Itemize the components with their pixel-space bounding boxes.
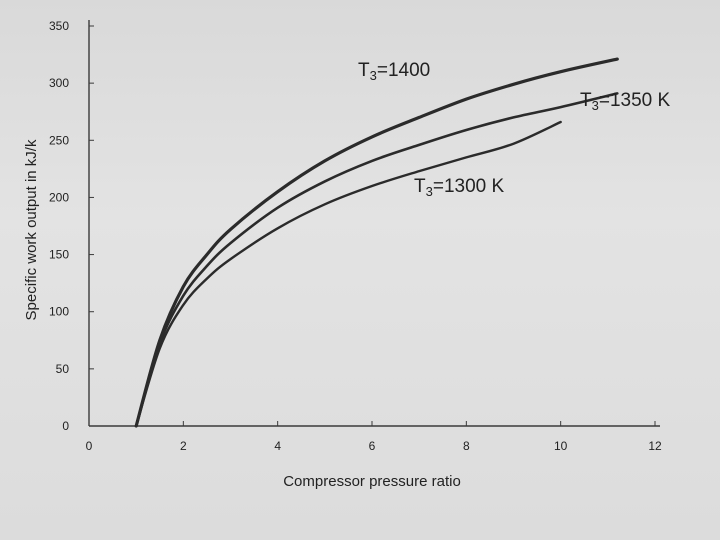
y-tick-label: 100	[49, 305, 69, 319]
x-tick-label: 0	[86, 439, 93, 453]
x-axis-title: Compressor pressure ratio	[283, 473, 461, 490]
series-label-3: T3=1300 K	[414, 176, 504, 199]
x-tick-label: 6	[369, 439, 376, 453]
x-axis-ticks: 0 2 4 6 8 10 12	[86, 421, 662, 453]
x-tick-label: 2	[180, 439, 187, 453]
y-axis-title: Specific work output in kJ/k	[23, 139, 40, 320]
x-tick-label: 4	[274, 439, 281, 453]
y-tick-label: 0	[62, 419, 69, 433]
series-curves	[134, 57, 619, 428]
series-label-2: T3=1350 K	[580, 90, 670, 113]
series-label-1: T3=1400	[358, 60, 430, 83]
y-tick-label: 150	[49, 248, 69, 262]
axes	[88, 20, 660, 427]
series-line-2	[134, 92, 619, 428]
y-tick-label: 300	[49, 76, 69, 90]
y-tick-label: 250	[49, 133, 69, 147]
x-tick-label: 8	[463, 439, 470, 453]
series-line-1	[134, 57, 619, 428]
series-labels: T3=1400 T3=1350 K T3=1300 K	[358, 60, 670, 199]
y-tick-label: 350	[49, 19, 69, 33]
x-tick-label: 10	[554, 439, 568, 453]
series-line-3	[135, 120, 562, 428]
y-axis-ticks: 0 50 100 150 200 250 300 350	[49, 19, 94, 433]
y-tick-label: 50	[56, 362, 70, 376]
y-tick-label: 200	[49, 190, 69, 204]
x-tick-label: 12	[648, 439, 662, 453]
